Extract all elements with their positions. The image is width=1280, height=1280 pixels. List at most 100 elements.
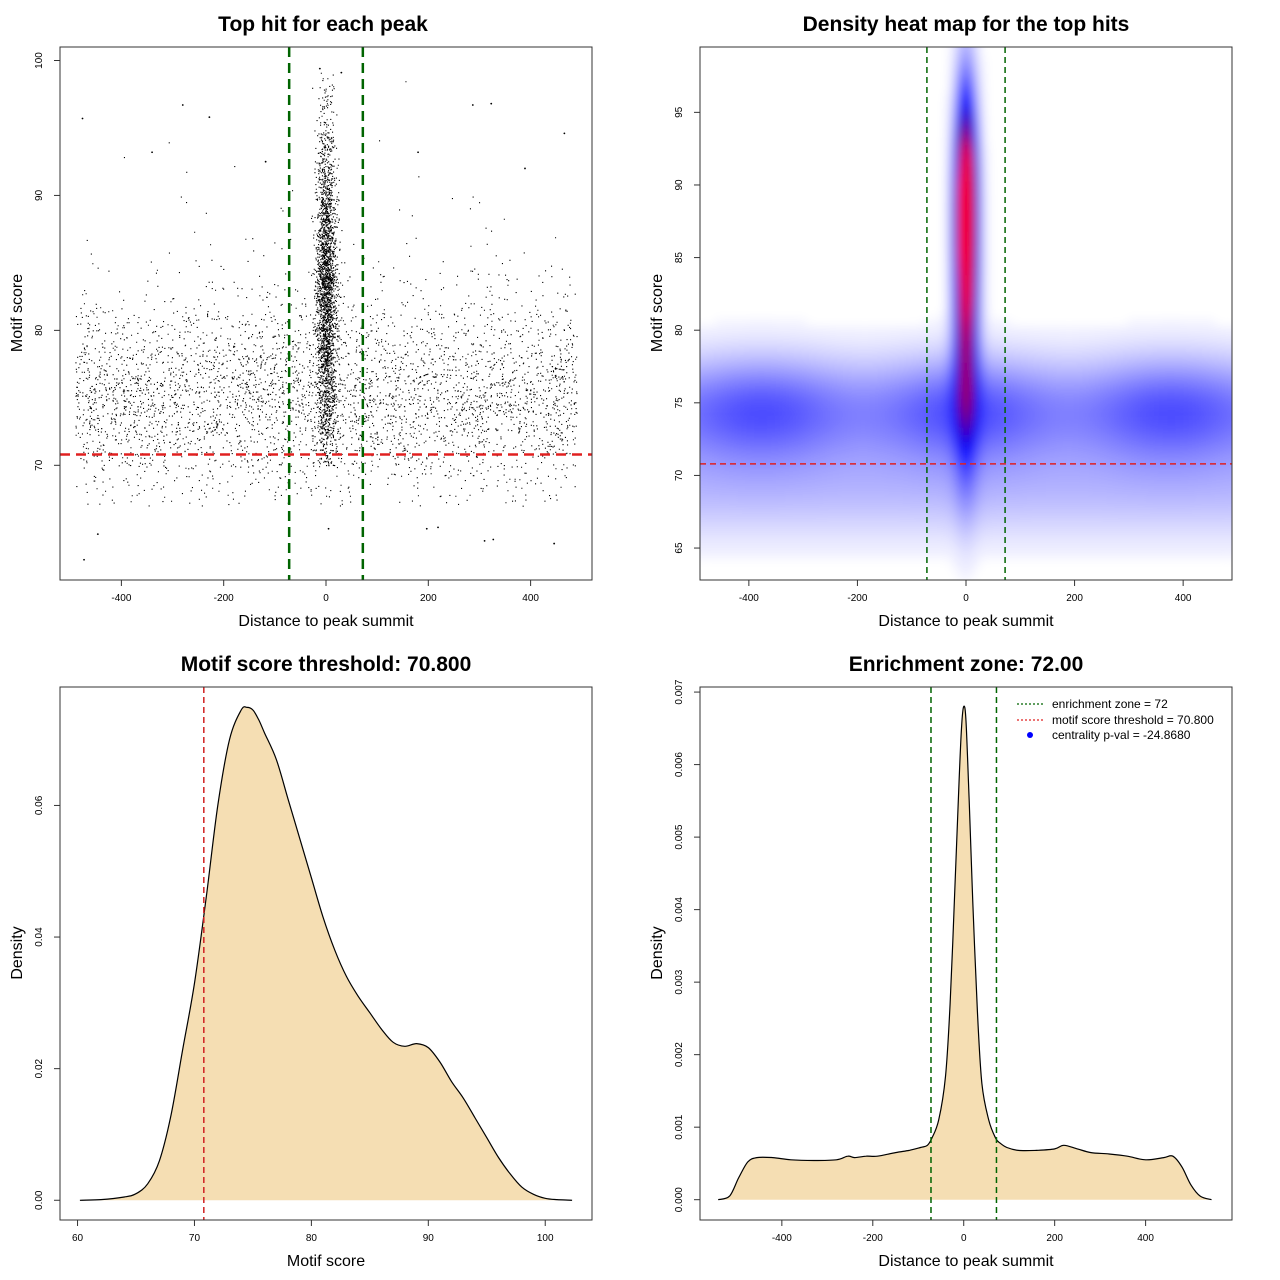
heatmap-cell [1062, 391, 1068, 400]
heatmap-cell [1088, 398, 1094, 407]
heatmap-cell [962, 216, 968, 225]
heatmap-cell [828, 325, 833, 334]
heatmap-cell [867, 492, 873, 501]
heatmap-cell [936, 543, 942, 552]
heatmap-cell [993, 536, 998, 545]
heatmap-cell [1084, 551, 1090, 559]
heatmap-cell [745, 536, 751, 545]
heatmap-cell [1210, 485, 1216, 494]
heatmap-cell [806, 521, 812, 530]
heatmap-cell [975, 100, 981, 109]
heatmap-cell [849, 492, 855, 501]
heatmap-cell [1084, 485, 1090, 494]
heatmap-cell [967, 238, 972, 247]
heatmap-cell [971, 369, 977, 378]
heatmap-cell [1175, 420, 1181, 429]
heatmap-cell [758, 354, 764, 363]
heatmap-cell [958, 71, 964, 80]
heatmap-cell [1080, 463, 1085, 472]
heatmap-cell [1049, 398, 1055, 407]
heatmap-cell [1205, 369, 1211, 378]
heatmap-cell [923, 536, 929, 545]
heatmap-cell [858, 551, 864, 559]
heatmap-cell [819, 347, 825, 356]
heatmap-cell [836, 442, 842, 450]
scatter-point [417, 151, 419, 154]
heatmap-cell [806, 391, 812, 400]
heatmap-cell [763, 521, 768, 530]
heatmap-cell [849, 529, 855, 538]
heatmap-cell [967, 565, 972, 574]
heatmap-cell [862, 391, 868, 400]
heatmap-cell [1223, 463, 1229, 472]
heatmap-cell [1045, 507, 1051, 516]
heatmap-cell [1188, 514, 1194, 523]
heatmap-cell [980, 289, 985, 298]
heatmap-cell [1040, 434, 1046, 443]
heatmap-cell [802, 434, 807, 443]
heatmap-cell [971, 49, 977, 58]
heatmap-cell [745, 398, 751, 407]
heatmap-cell [901, 536, 907, 545]
heatmap-cell [862, 471, 868, 479]
heatmap-cell [971, 115, 977, 124]
heatmap-cell [975, 340, 981, 349]
heatmap-cell [849, 514, 855, 523]
heatmap-cell [1053, 485, 1059, 494]
heatmap-cell [954, 376, 959, 385]
heatmap-cell [1084, 463, 1090, 472]
heatmap-cell [1149, 500, 1155, 508]
heatmap-cell [1188, 463, 1194, 472]
heatmap-cell [975, 108, 981, 116]
heatmap-cell [888, 536, 894, 545]
heatmap-cell [884, 376, 890, 385]
heatmap-cell [1179, 347, 1185, 356]
heatmap-cell [954, 202, 959, 211]
heatmap-cell [1032, 434, 1038, 443]
heatmap-cell [949, 536, 955, 545]
heatmap-cell [1019, 449, 1025, 458]
heatmap-cell [797, 427, 803, 436]
heatmap-cell [1058, 478, 1064, 487]
heatmap-cell [975, 420, 981, 429]
heatmap-cell [906, 442, 912, 450]
heatmap-cell [901, 492, 907, 501]
heatmap-cell [880, 463, 886, 472]
heatmap-cell [1219, 362, 1224, 371]
heatmap-cell [1201, 507, 1207, 516]
heatmap-cell [967, 485, 972, 494]
heatmap-cell [854, 354, 860, 363]
heatmap-cell [1162, 463, 1168, 472]
heatmap-cell [1075, 347, 1081, 356]
heatmap-cell [780, 413, 786, 421]
heatmap-cell [1205, 551, 1211, 559]
heatmap-cell [1140, 391, 1146, 400]
heatmap-cell [967, 507, 972, 516]
heatmap-cell [1223, 434, 1229, 443]
heatmap-cell [967, 100, 972, 109]
heatmap-cell [1127, 514, 1133, 523]
heatmap-cell [784, 442, 790, 450]
heatmap-cell [1145, 391, 1150, 400]
heatmap-cell [728, 456, 734, 465]
heatmap-cell [1197, 434, 1203, 443]
heatmap-cell [1093, 442, 1098, 450]
heatmap-cell [793, 507, 799, 516]
heatmap-cell [880, 391, 886, 400]
heatmap-cell [941, 471, 946, 479]
heatmap-cell [958, 434, 964, 443]
heatmap-cell [993, 333, 998, 341]
heatmap-cell [784, 405, 790, 414]
heatmap-cell [1032, 325, 1038, 334]
heatmap-cell [1019, 507, 1025, 516]
heatmap-cell [1145, 521, 1150, 530]
heatmap-cell [1236, 340, 1241, 348]
heatmap-cell [823, 427, 829, 436]
heatmap-cell [694, 536, 699, 544]
heatmap-cell [967, 49, 972, 58]
heatmap-cell [993, 413, 998, 421]
heatmap-cell [1114, 463, 1120, 472]
heatmap-cell [728, 463, 734, 472]
heatmap-cell [958, 144, 964, 153]
heatmap-cell [715, 500, 721, 508]
